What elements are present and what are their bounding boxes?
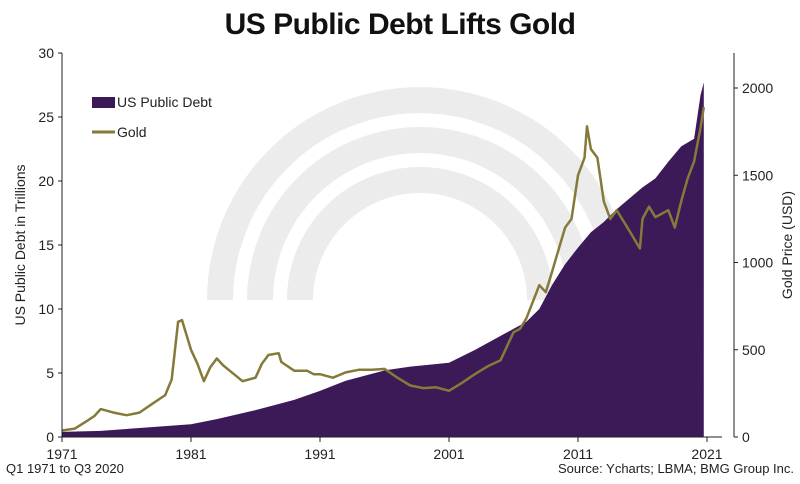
x-tick-label: 1971 (46, 446, 77, 462)
watermark-arc (247, 127, 593, 301)
watermark-arc (287, 167, 553, 301)
y-tick-label: 10 (38, 301, 54, 317)
y-tick-label: 0 (46, 429, 54, 445)
y2-tick-label: 1000 (742, 255, 773, 271)
y-axis-label: US Public Debt in Trillions (12, 164, 28, 325)
y2-tick-label: 1500 (742, 167, 773, 183)
y2-tick-label: 2000 (742, 80, 773, 96)
x-tick-label: 2021 (691, 446, 722, 462)
y2-tick-label: 500 (742, 342, 766, 358)
y-tick-label: 30 (38, 45, 54, 61)
legend-swatch-debt (92, 97, 115, 108)
y-tick-label: 20 (38, 173, 54, 189)
y-tick-label: 15 (38, 237, 54, 253)
footnote-source: Source: Ycharts; LBMA; BMG Group Inc. (557, 461, 794, 476)
debt-area (62, 82, 704, 438)
y2-tick-label: 0 (742, 429, 750, 445)
footnote-period: Q1 1971 to Q3 2020 (6, 461, 124, 476)
x-tick-label: 1981 (175, 446, 206, 462)
y-tick-label: 25 (38, 109, 54, 125)
y2-axis-label: Gold Price (USD) (779, 191, 795, 299)
x-tick-label: 2011 (563, 446, 593, 462)
legend-label-gold: Gold (117, 124, 147, 140)
chart-title: US Public Debt Lifts Gold (224, 8, 576, 41)
x-tick-label: 2001 (433, 446, 464, 462)
y-tick-label: 5 (46, 365, 54, 381)
x-tick-label: 1991 (304, 446, 335, 462)
watermark-arc (207, 87, 633, 301)
legend-label-debt: US Public Debt (117, 94, 212, 110)
gold-line (61, 107, 706, 432)
